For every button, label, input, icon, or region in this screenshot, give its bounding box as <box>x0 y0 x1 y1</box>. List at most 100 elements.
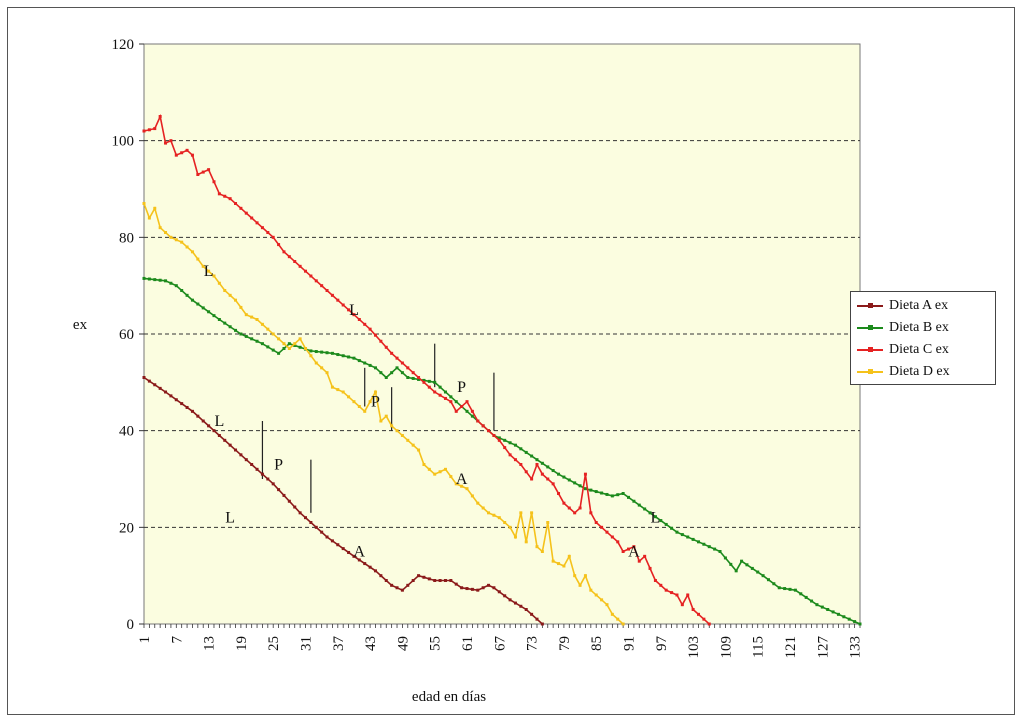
series-point <box>239 332 243 336</box>
series-point <box>287 347 291 350</box>
series-point <box>417 448 421 452</box>
series-point <box>309 274 313 278</box>
series-point <box>443 390 447 394</box>
series-point <box>217 318 221 321</box>
series-point <box>196 302 200 306</box>
series-point <box>201 419 205 423</box>
series-point <box>600 525 604 529</box>
series-point <box>244 313 248 317</box>
series-point <box>357 318 361 321</box>
series-point <box>282 250 286 254</box>
series-point <box>503 438 507 442</box>
y-tick-label: 40 <box>119 424 134 440</box>
series-point <box>260 322 264 326</box>
series-point <box>201 306 205 310</box>
series-point <box>250 315 254 319</box>
series-point <box>557 562 561 566</box>
series-point <box>820 605 824 609</box>
series-point <box>234 448 238 452</box>
annotation-label: L <box>204 263 214 280</box>
series-point <box>605 530 609 534</box>
series-point <box>530 612 534 616</box>
series-point <box>788 587 792 591</box>
series-point <box>223 321 227 325</box>
series-point <box>449 395 453 399</box>
series-point <box>594 490 598 494</box>
series-point <box>670 526 674 530</box>
series-point <box>406 366 410 370</box>
series-point <box>282 347 286 350</box>
series-point <box>212 314 216 318</box>
series-point <box>519 463 523 466</box>
series-point <box>616 617 620 621</box>
series-point <box>740 559 744 563</box>
series-point <box>449 400 453 404</box>
series-point <box>616 493 620 497</box>
series-point <box>610 612 614 616</box>
series-point <box>535 463 539 466</box>
series-point <box>223 438 227 442</box>
series-point <box>465 409 469 413</box>
series-point <box>390 424 394 428</box>
series-point <box>395 356 399 360</box>
series-point <box>347 395 351 399</box>
series-point <box>546 465 550 469</box>
series-point <box>153 278 157 282</box>
x-axis-title: edad en días <box>412 689 486 705</box>
series-point <box>169 235 173 239</box>
series-point <box>266 345 270 349</box>
series-point <box>487 511 491 515</box>
series-point <box>422 463 426 466</box>
series-point <box>212 429 216 433</box>
series-point <box>277 243 281 247</box>
series-point <box>427 385 431 389</box>
series-point <box>530 477 534 481</box>
series-point <box>304 516 308 520</box>
series-point <box>368 327 372 331</box>
series-point <box>379 419 383 423</box>
series-point <box>314 279 318 283</box>
series-point <box>594 521 598 524</box>
series-point <box>777 586 781 590</box>
series-point <box>336 298 340 302</box>
series-point <box>438 393 442 397</box>
series-point <box>826 608 830 611</box>
series-point <box>169 139 173 143</box>
series-point <box>621 550 625 553</box>
series-point <box>497 438 501 442</box>
series-point <box>433 579 437 582</box>
series-point <box>546 477 550 481</box>
legend-label-dieta-a: Dieta A ex <box>889 298 949 313</box>
series-point <box>169 281 173 285</box>
series-point <box>772 582 776 586</box>
series-point <box>632 545 636 549</box>
series-point <box>810 599 814 603</box>
series-point <box>320 350 324 354</box>
series-point <box>282 493 286 497</box>
series-point <box>266 477 270 481</box>
series-point <box>427 577 431 581</box>
series-point <box>476 501 480 505</box>
legend-swatch-dieta-c <box>857 347 883 352</box>
series-point <box>406 376 410 379</box>
series-point <box>562 564 566 568</box>
series-point <box>481 506 485 510</box>
series-point <box>589 511 593 515</box>
series-point <box>691 608 695 611</box>
series-point <box>384 579 388 582</box>
series-point <box>147 128 151 132</box>
series-point <box>621 492 625 495</box>
series-point <box>653 515 657 519</box>
series-point <box>460 484 464 488</box>
series-point <box>750 566 754 570</box>
series-point <box>546 521 550 524</box>
series-point <box>379 371 383 375</box>
series-point <box>535 458 539 462</box>
series-point <box>648 511 652 515</box>
series-point <box>659 583 663 587</box>
series-point <box>277 337 281 341</box>
series-point <box>573 481 577 485</box>
series-point <box>417 377 421 381</box>
series-point <box>513 458 517 462</box>
series-point <box>411 443 415 447</box>
